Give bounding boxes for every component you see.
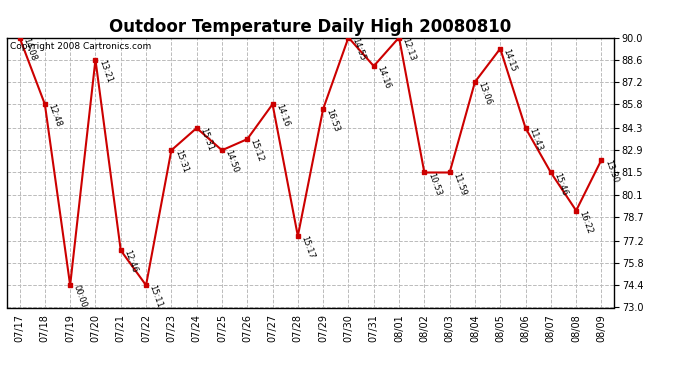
Text: 12:48: 12:48 <box>46 103 63 128</box>
Text: 14:16: 14:16 <box>274 103 290 128</box>
Text: 13:06: 13:06 <box>476 81 493 106</box>
Text: 15:17: 15:17 <box>299 235 316 260</box>
Text: 16:22: 16:22 <box>578 209 594 235</box>
Text: 15:31: 15:31 <box>198 127 215 152</box>
Text: 14:16: 14:16 <box>375 65 392 90</box>
Text: 12:46: 12:46 <box>122 249 139 274</box>
Text: 14:08: 14:08 <box>21 36 37 62</box>
Text: 12:13: 12:13 <box>400 36 417 62</box>
Text: 15:12: 15:12 <box>248 138 265 163</box>
Text: 13:30: 13:30 <box>603 158 620 184</box>
Text: 14:15: 14:15 <box>502 47 518 73</box>
Text: 10:53: 10:53 <box>426 171 442 196</box>
Text: 13:21: 13:21 <box>97 58 113 84</box>
Text: 11:43: 11:43 <box>527 127 544 152</box>
Text: 00:00: 00:00 <box>72 284 88 309</box>
Text: 14:55: 14:55 <box>350 36 366 62</box>
Text: 11:59: 11:59 <box>451 171 468 196</box>
Text: 15:31: 15:31 <box>172 149 189 174</box>
Text: Copyright 2008 Cartronics.com: Copyright 2008 Cartronics.com <box>10 42 151 51</box>
Text: 14:50: 14:50 <box>224 149 240 174</box>
Text: 16:53: 16:53 <box>324 108 341 133</box>
Text: 15:11: 15:11 <box>148 284 164 309</box>
Text: 15:46: 15:46 <box>552 171 569 196</box>
Title: Outdoor Temperature Daily High 20080810: Outdoor Temperature Daily High 20080810 <box>110 18 511 36</box>
